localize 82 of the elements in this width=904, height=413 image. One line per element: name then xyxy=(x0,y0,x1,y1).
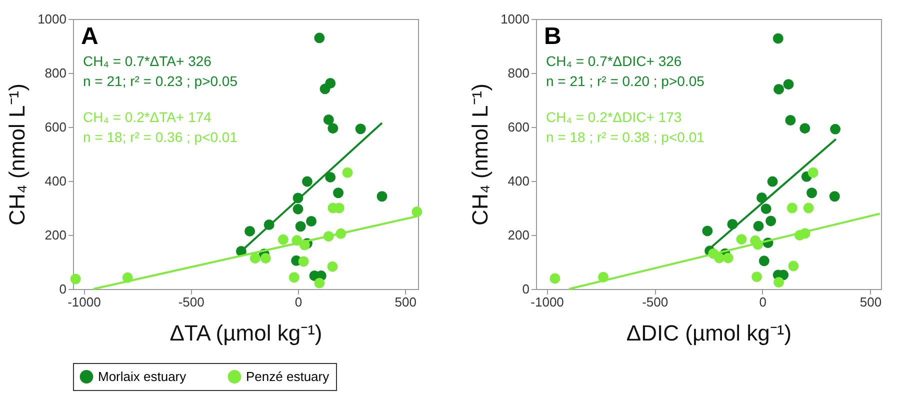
point xyxy=(323,114,334,125)
point xyxy=(320,84,330,94)
point xyxy=(760,204,772,214)
point xyxy=(355,124,366,134)
point xyxy=(800,123,810,134)
chart-title: B xyxy=(544,23,562,50)
y-tick-label: 800 xyxy=(44,66,66,80)
point xyxy=(292,204,304,214)
point xyxy=(260,252,271,264)
y-tick-label: 600 xyxy=(508,120,530,134)
x-axis-title: ΔDIC (µmol kg⁻¹) xyxy=(626,320,792,346)
x-tick-label: -1000 xyxy=(530,294,564,310)
annotation: n = 18; r² = 0.36 ; p<0.01 xyxy=(83,129,238,145)
point xyxy=(376,191,388,202)
point xyxy=(722,252,734,264)
point xyxy=(785,115,796,126)
x-tick-label: 0 xyxy=(759,294,767,310)
point xyxy=(244,226,256,236)
point xyxy=(306,216,317,226)
x-tick-label: -1000 xyxy=(68,294,101,310)
point xyxy=(772,33,784,44)
annotation: CH₄ = 0.7*ΔDIC+ 326 xyxy=(546,53,682,69)
annotation: CH₄ = 0.2*ΔTA+ 174 xyxy=(83,109,212,125)
y-tick-label: 400 xyxy=(44,174,66,188)
y-tick-label: 400 xyxy=(508,174,530,188)
y-axis-title: CH₄ (nmol L⁻¹) xyxy=(4,84,30,226)
y-tick-label: 1000 xyxy=(38,12,66,26)
point xyxy=(314,32,325,44)
x-tick-label: -500 xyxy=(178,294,204,310)
point xyxy=(766,216,776,226)
point xyxy=(298,256,309,267)
y-tick-label: 200 xyxy=(44,228,66,242)
point xyxy=(328,123,338,134)
x-axis-title: ΔTA (µmol kg⁻¹) xyxy=(170,320,322,346)
legend-label: Penzé estuary xyxy=(246,368,330,384)
point xyxy=(327,261,338,272)
point xyxy=(702,226,713,236)
y-tick-label: 0 xyxy=(59,282,66,296)
point xyxy=(550,273,560,284)
annotation: CH₄ = 0.7*ΔTA+ 326 xyxy=(83,53,212,69)
annotation: n = 18 ; r² = 0.38 ; p<0.01 xyxy=(546,129,705,145)
point xyxy=(788,260,799,272)
point xyxy=(250,252,260,264)
point xyxy=(295,221,306,232)
chart-title: A xyxy=(81,23,98,50)
point xyxy=(803,202,814,214)
y-tick-label: 0 xyxy=(522,282,530,296)
point xyxy=(774,84,784,94)
x-tick-label: 500 xyxy=(394,294,416,310)
y-tick-label: 200 xyxy=(508,228,530,242)
y-axis-title: CH₄ (nmol L⁻¹) xyxy=(468,84,493,226)
point xyxy=(783,79,794,90)
point xyxy=(774,277,784,288)
point xyxy=(829,191,840,202)
legend-label: Morlaix estuary xyxy=(98,368,187,384)
point xyxy=(325,172,336,182)
point xyxy=(412,206,422,218)
point xyxy=(278,234,288,245)
x-tick-label: 0 xyxy=(294,294,302,310)
point xyxy=(806,188,818,198)
y-tick-label: 800 xyxy=(508,66,530,80)
point xyxy=(70,274,81,284)
point xyxy=(786,202,798,214)
point xyxy=(808,167,818,178)
x-tick-label: -500 xyxy=(642,294,668,310)
point xyxy=(767,176,778,187)
annotation: CH₄ = 0.2*ΔDIC+ 173 xyxy=(546,109,682,125)
point xyxy=(752,272,762,282)
point xyxy=(830,124,841,134)
y-tick-label: 600 xyxy=(44,120,66,134)
x-tick-label: 500 xyxy=(860,294,882,310)
point xyxy=(333,188,344,198)
point xyxy=(753,220,764,232)
point xyxy=(736,234,747,245)
point xyxy=(314,278,325,288)
annotation: n = 21; r² = 0.23 ; p>0.05 xyxy=(83,73,238,89)
point xyxy=(342,167,353,178)
point xyxy=(302,176,312,187)
annotation: n = 21 ; r² = 0.20 ; p>0.05 xyxy=(546,73,705,89)
point xyxy=(758,256,770,266)
point xyxy=(288,272,300,283)
y-tick-label: 1000 xyxy=(500,12,530,26)
